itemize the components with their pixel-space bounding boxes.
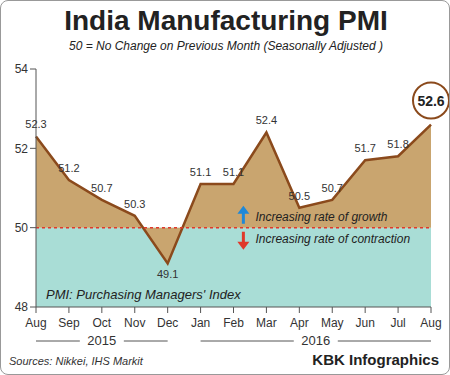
html-text:India Manufacturing PMI: India Manufacturing PMI [64, 5, 388, 36]
svg-text:Jun: Jun [355, 316, 374, 330]
html-text:Sources: Nikkei, IHS Markit: Sources: Nikkei, IHS Markit [9, 355, 143, 367]
svg-text:50: 50 [15, 221, 29, 235]
svg-text:Nov: Nov [124, 316, 145, 330]
svg-text:51.1: 51.1 [223, 166, 244, 178]
svg-text:2015: 2015 [87, 333, 116, 348]
html-text:Increasing rate of growth: Increasing rate of growth [255, 209, 388, 224]
svg-text:51.2: 51.2 [58, 162, 79, 174]
svg-text:49.1: 49.1 [157, 268, 178, 280]
svg-text:Mar: Mar [256, 316, 277, 330]
svg-text:Feb: Feb [223, 316, 244, 330]
html-text:Increasing rate of contraction: Increasing rate of contraction [255, 231, 411, 246]
html-text:KBK Infographics: KBK Infographics [312, 351, 439, 368]
svg-text:52.6: 52.6 [417, 93, 444, 109]
svg-text:Aug: Aug [25, 316, 46, 330]
svg-text:Apr: Apr [290, 316, 309, 330]
svg-text:Aug: Aug [420, 316, 441, 330]
svg-text:52.3: 52.3 [25, 118, 46, 130]
svg-text:May: May [321, 316, 344, 330]
svg-text:Oct: Oct [92, 316, 111, 330]
svg-text:51.8: 51.8 [387, 138, 408, 150]
html-text:50 = No Change on Previous Mon: 50 = No Change on Previous Month (Season… [69, 39, 383, 53]
svg-text:50.7: 50.7 [322, 182, 343, 194]
svg-text:Jan: Jan [191, 316, 210, 330]
svg-text:50.5: 50.5 [289, 190, 310, 202]
svg-text:51.1: 51.1 [190, 166, 211, 178]
svg-text:52: 52 [15, 142, 29, 156]
svg-text:52.4: 52.4 [256, 114, 277, 126]
html-text:PMI: Purchasing Managers' Inde: PMI: Purchasing Managers' Index [46, 287, 241, 302]
svg-text:Dec: Dec [157, 316, 178, 330]
svg-text:Sep: Sep [58, 316, 80, 330]
svg-text:50.7: 50.7 [91, 182, 112, 194]
svg-text:48: 48 [15, 300, 29, 314]
svg-text:2016: 2016 [301, 333, 330, 348]
svg-text:50.3: 50.3 [124, 198, 145, 210]
svg-text:54: 54 [15, 62, 29, 76]
svg-text:Jul: Jul [390, 316, 405, 330]
svg-text:51.7: 51.7 [354, 142, 375, 154]
